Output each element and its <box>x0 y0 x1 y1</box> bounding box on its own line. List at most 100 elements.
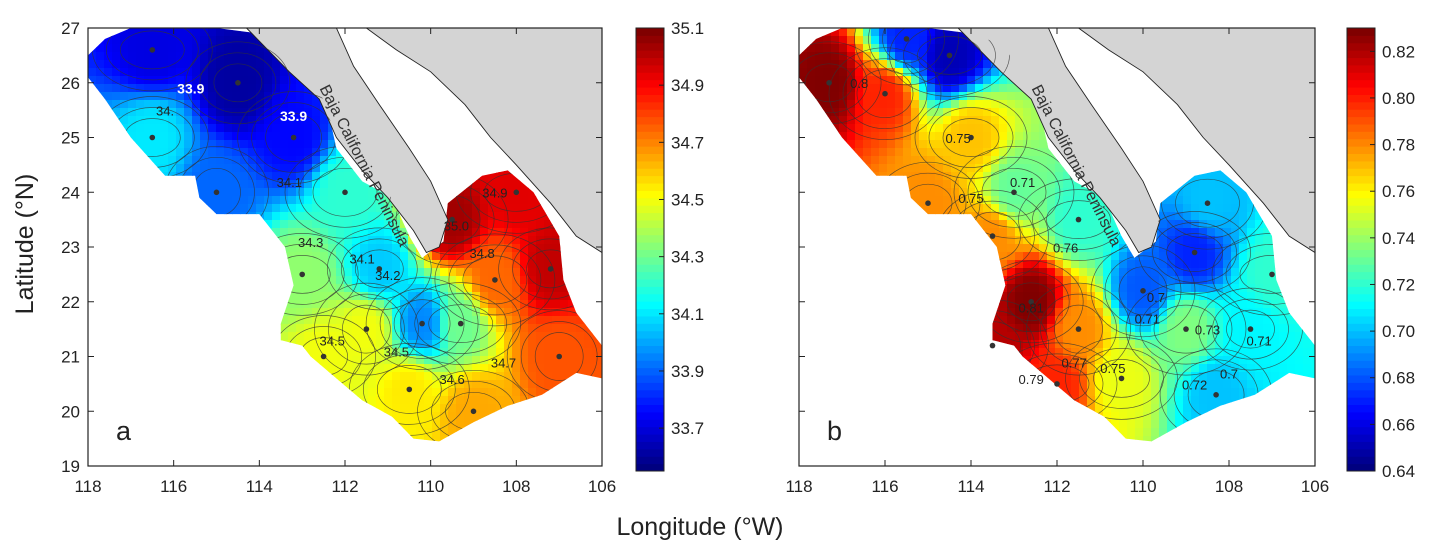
station-dot <box>989 342 996 349</box>
station-dot <box>903 36 910 42</box>
contour-line <box>362 354 456 425</box>
colorbar-tick-label: 0.66 <box>1382 415 1415 434</box>
colorbar-tick-label: 34.9 <box>671 76 704 95</box>
station-dot <box>457 320 464 327</box>
colorbar-tick-label: 0.68 <box>1382 369 1415 388</box>
panel-a-stations <box>149 47 562 415</box>
colorbar-tick-label: 34.3 <box>671 248 704 267</box>
contour-line <box>1118 266 1168 316</box>
peninsula-land <box>957 27 1161 254</box>
contour-line <box>928 107 1014 168</box>
contour-line <box>185 41 291 125</box>
contour-line <box>1166 233 1223 272</box>
contour-line <box>326 227 432 311</box>
colorbar-tick-label: 33.7 <box>671 419 704 438</box>
contour-line <box>105 28 199 81</box>
contour-label: 0.7 <box>1147 290 1165 305</box>
contour-line <box>1125 282 1247 376</box>
panel-b-ratio-map: 0.8 0.75 0.71 0.75 0.76 0.7 0.71 0.73 0.71 0.81 0.… <box>785 27 1415 496</box>
contour-line <box>804 63 854 103</box>
station-dot <box>968 134 974 141</box>
station-dot <box>1183 326 1189 332</box>
contour-line <box>340 238 418 300</box>
contour-line <box>365 277 479 370</box>
contour-label: 34.8 <box>469 246 494 261</box>
contour-label: 0.7 <box>1220 366 1238 381</box>
colorbar-tick-label: 0.72 <box>1382 275 1415 294</box>
station-dot <box>406 386 413 393</box>
contour-line <box>414 293 508 354</box>
contour-label: 0.79 <box>1019 372 1044 387</box>
contour-label: 35.0 <box>444 219 469 234</box>
contour-line <box>498 227 602 311</box>
contour-label: 34.6 <box>439 372 464 387</box>
colorbar-tick-label: 0.76 <box>1382 182 1415 201</box>
contour-line <box>1153 304 1219 354</box>
colorbar-tick-label: 33.9 <box>671 362 704 381</box>
station-dot <box>513 189 520 196</box>
contour-line <box>428 304 494 343</box>
x-tick-label: 108 <box>502 477 530 496</box>
station-dot <box>342 189 348 196</box>
contour-line <box>199 52 277 114</box>
panel-a-letter: a <box>116 416 132 446</box>
contour-line <box>1026 282 1131 376</box>
station-dot <box>235 80 241 86</box>
x-tick-label: 114 <box>246 477 273 496</box>
x-tick-label: 118 <box>785 477 812 496</box>
contour-label: 0.81 <box>1019 301 1044 316</box>
x-tick-label: 112 <box>1043 477 1070 496</box>
colorbar-tick-label: 34.7 <box>671 133 704 152</box>
contour-line <box>312 167 378 217</box>
station-dot <box>149 134 156 141</box>
y-tick-label: 25 <box>61 129 80 148</box>
station-dot <box>1075 326 1082 332</box>
x-tick-label: 116 <box>871 477 898 496</box>
station-dot <box>1118 375 1125 382</box>
panel-b-letter: b <box>827 416 842 446</box>
x-tick-label: 110 <box>1129 477 1156 496</box>
contour-line <box>917 36 982 75</box>
colorbar-tick-label: 34.5 <box>671 190 704 209</box>
contour-line <box>1040 293 1117 365</box>
panel-b-axes: 118 116 114 112 110 108 106 <box>785 27 1329 496</box>
y-tick-label: 27 <box>61 19 80 38</box>
station-dot <box>1213 392 1219 398</box>
contour-line <box>914 96 1028 179</box>
panel-b-contour-labels: 0.8 0.75 0.71 0.75 0.76 0.7 0.71 0.73 0.71 0.81 0.… <box>850 76 1272 392</box>
contour-label: 34.1 <box>349 251 374 266</box>
station-dot <box>1247 326 1254 332</box>
station-dot <box>290 134 297 141</box>
contour-label: 0.76 <box>1053 241 1078 256</box>
y-tick-label: 21 <box>61 348 80 367</box>
contour-label: 34.5 <box>384 345 409 360</box>
contour-line <box>328 293 405 365</box>
station-dot <box>1028 299 1034 305</box>
y-tick-label: 24 <box>61 183 80 202</box>
contour-line <box>462 255 528 305</box>
station-dot <box>1011 189 1017 196</box>
station-dot <box>882 90 888 97</box>
station-dot <box>989 233 996 239</box>
station-dot <box>149 47 156 53</box>
station-dot <box>419 320 425 327</box>
station-dot <box>320 353 327 360</box>
contour-line <box>376 365 442 414</box>
contour-line <box>868 28 945 75</box>
station-dot <box>1140 288 1146 294</box>
contour-label: 34.7 <box>491 355 516 370</box>
x-tick-label: 106 <box>1301 477 1329 496</box>
colorbar-tick-label: 0.80 <box>1382 89 1415 108</box>
contour-label: 0.8 <box>850 76 868 91</box>
contour-line <box>1225 244 1315 305</box>
colorbar-tick-label: 0.70 <box>1382 322 1415 341</box>
x-tick-label: 114 <box>957 477 984 496</box>
x-axis-label: Longitude (°W) <box>616 513 783 541</box>
contour-line <box>1139 293 1233 365</box>
station-dot <box>1054 381 1060 387</box>
panel-a-colorbar: 35.1 34.9 34.7 34.5 34.3 34.1 33.9 33.7 <box>635 19 704 472</box>
y-tick-label: 20 <box>61 402 80 421</box>
station-dot <box>1191 249 1198 256</box>
contour-label: 0.73 <box>1195 323 1220 338</box>
colorbar-frame <box>1346 27 1376 472</box>
